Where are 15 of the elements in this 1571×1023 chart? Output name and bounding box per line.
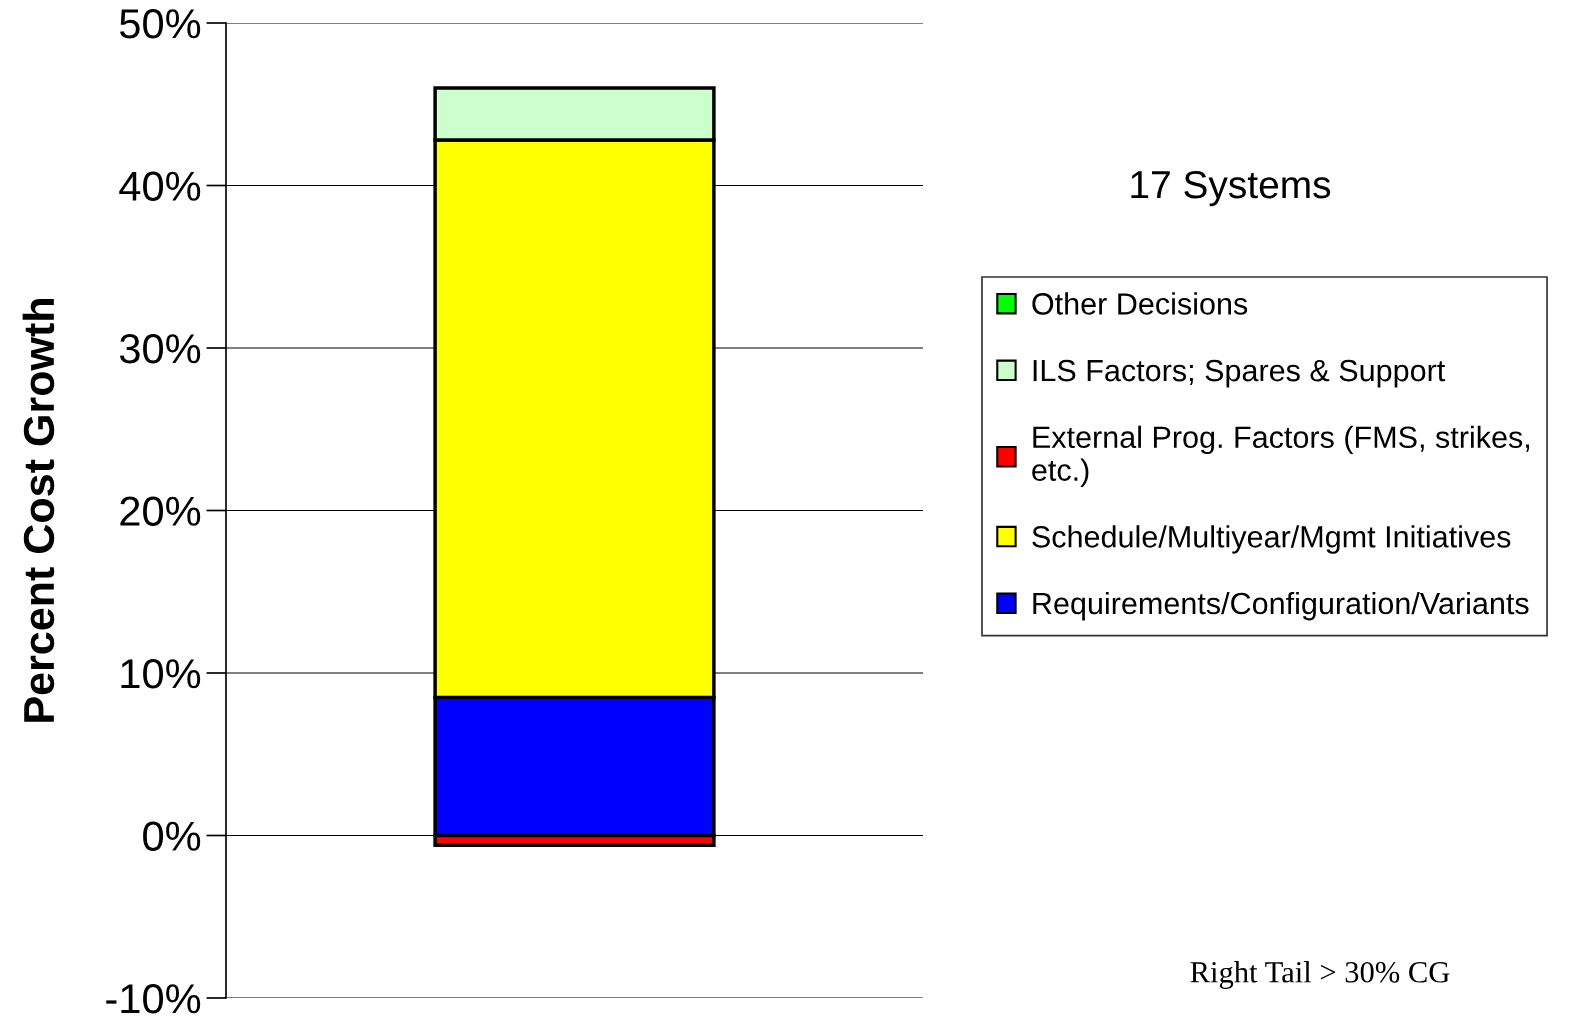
y-axis-title: Percent Cost Growth bbox=[22, 299, 55, 722]
legend-label: Requirements/Configuration/Variants bbox=[1033, 591, 1529, 621]
legend-label: External Prog. Factors (FMS, strikes, etc.) bbox=[1032, 425, 1530, 488]
y-tick-label: 20% bbox=[120, 496, 201, 527]
y-tick-label: -10% bbox=[106, 984, 201, 1014]
y-tick-label: 30% bbox=[119, 334, 201, 364]
text: Right Tail > 30% CG bbox=[1190, 961, 1450, 989]
text: 17 Systems bbox=[1131, 170, 1331, 207]
y-tick-label: 40% bbox=[119, 171, 201, 202]
y-tick-label: 50% bbox=[119, 9, 201, 39]
legend-label: Other Decisions bbox=[1032, 292, 1248, 315]
legend-label: Schedule/Multiyear/Mgmt Initiatives bbox=[1032, 525, 1511, 554]
y-tick-label: 0% bbox=[143, 821, 201, 852]
y-tick-label: 10% bbox=[121, 659, 201, 689]
legend-label: ILS Factors; Spares & Support bbox=[1033, 359, 1446, 388]
